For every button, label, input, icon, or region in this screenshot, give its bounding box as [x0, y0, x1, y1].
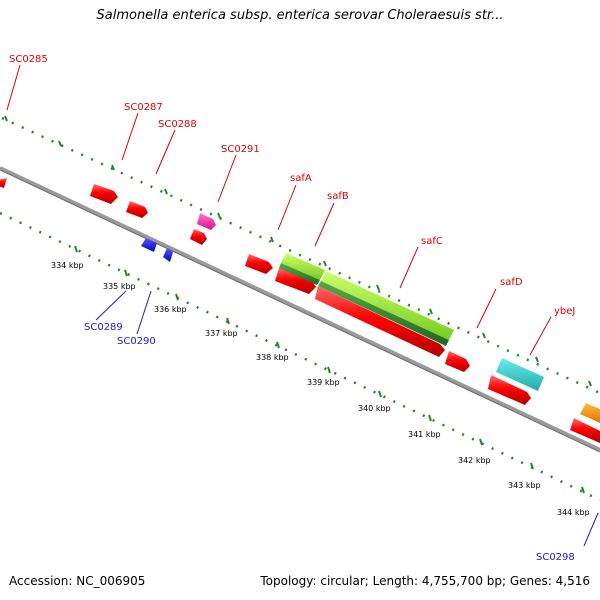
gene-SC0290[interactable] [163, 248, 173, 262]
genome-backbone [0, 166, 600, 452]
label-safC[interactable]: safC [421, 236, 443, 247]
label-SC0287[interactable]: SC0287 [124, 102, 163, 113]
label-safB[interactable]: safB [327, 191, 349, 202]
gene-safC[interactable] [315, 286, 445, 357]
gene-safD[interactable] [445, 351, 470, 372]
gene-lightgreen-1[interactable] [281, 253, 325, 280]
gene-safA[interactable] [245, 254, 273, 274]
scale-label-335: 335 kbp [103, 282, 136, 291]
label-SC0285[interactable]: SC0285 [9, 54, 48, 65]
label-SC0288[interactable]: SC0288 [158, 119, 197, 130]
gene-orange[interactable] [580, 403, 600, 423]
gene-darkgreen-2[interactable] [318, 281, 449, 346]
scale-label-341: 341 kbp [408, 430, 441, 439]
label-SC0290[interactable]: SC0290 [117, 336, 156, 347]
scale-label-344: 344 kbp [557, 508, 590, 517]
scale-label-338: 338 kbp [256, 353, 289, 362]
upper-ruler [1, 115, 600, 395]
genome-backbone-shadow [0, 169, 600, 453]
label-safA[interactable]: safA [290, 173, 312, 184]
gene-ybeJ-red[interactable] [488, 375, 531, 405]
gene-SC0291[interactable] [197, 213, 216, 230]
gene-SC0288[interactable] [126, 201, 148, 218]
label-SC0298[interactable]: SC0298 [536, 552, 575, 563]
leader-lines-red [6, 64, 552, 356]
scale-label-339: 339 kbp [307, 378, 340, 387]
gene-safB[interactable] [275, 268, 316, 294]
label-SC0291[interactable]: SC0291 [221, 144, 260, 155]
scale-label-336: 336 kbp [154, 305, 187, 314]
gene-ybeJ[interactable] [496, 358, 544, 391]
leader-lines-blue [95, 290, 599, 547]
map-title: Salmonella enterica subsp. enterica sero… [96, 8, 504, 23]
gene-right-edge[interactable] [570, 418, 600, 443]
gene-SC0287[interactable] [90, 184, 118, 204]
gene-red-small[interactable] [190, 229, 207, 245]
scale-label-343: 343 kbp [508, 481, 541, 490]
gene-lightgreen-2[interactable] [321, 271, 454, 340]
accession-text: Accession: NC_006905 [9, 574, 146, 588]
topology-summary: Topology: circular; Length: 4,755,700 bp… [260, 574, 590, 588]
gene-feature[interactable] [0, 178, 7, 188]
gene-darkgreen-1[interactable] [279, 263, 320, 285]
scale-label-340: 340 kbp [358, 404, 391, 413]
gene-SC0289[interactable] [141, 238, 157, 252]
lower-ruler [0, 211, 600, 502]
label-ybeJ[interactable]: ybeJ [554, 306, 575, 317]
scale-label-337: 337 kbp [205, 329, 238, 338]
scale-label-342: 342 kbp [458, 456, 491, 465]
scale-label-334: 334 kbp [51, 261, 84, 270]
label-SC0289[interactable]: SC0289 [84, 322, 123, 333]
label-safD[interactable]: safD [500, 277, 523, 288]
